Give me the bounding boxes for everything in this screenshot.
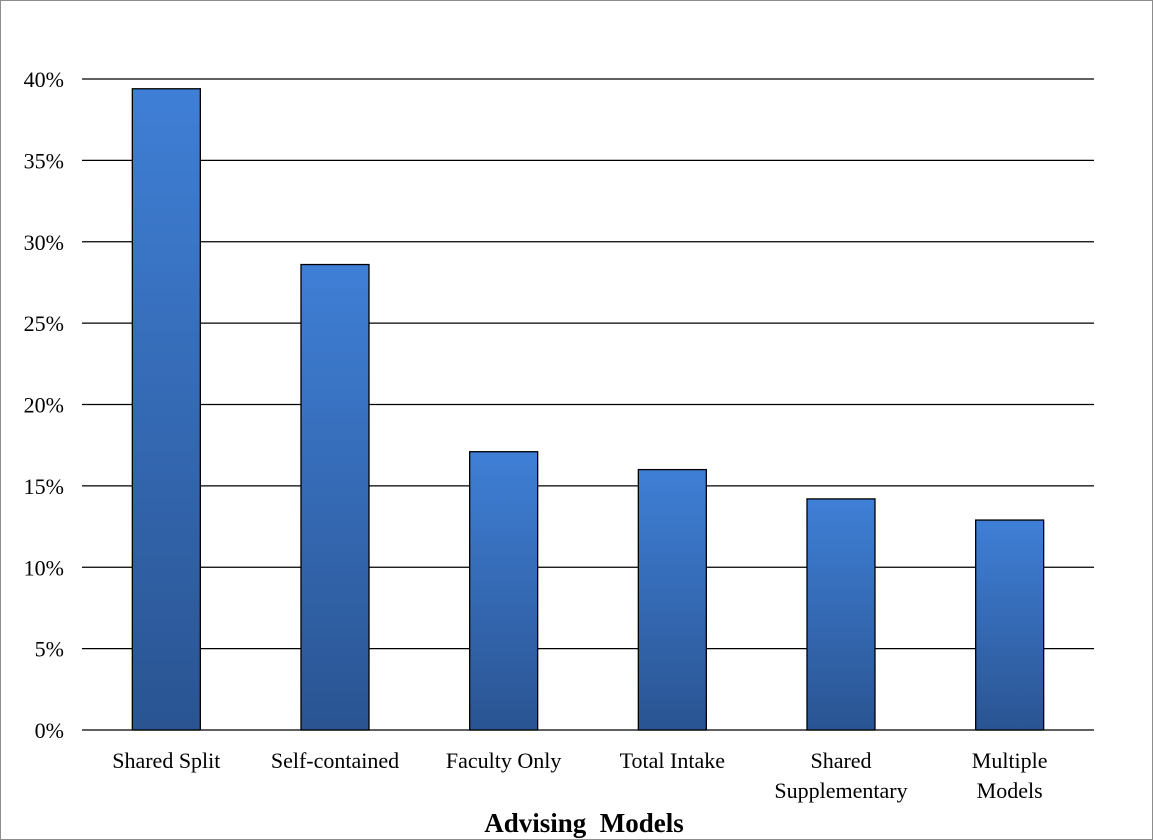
y-tick-label: 20% <box>24 393 64 418</box>
bar <box>975 519 1045 731</box>
gridlines <box>82 78 1094 731</box>
x-category-label: Self-contained <box>271 748 399 773</box>
bar <box>469 451 539 731</box>
y-axis-tick-labels: 0% 5% 10% 15% 20% 25% 30% 35% 40% <box>24 67 64 743</box>
x-axis-title: Advising Models <box>484 808 684 838</box>
y-tick-label: 25% <box>24 311 64 336</box>
x-category-label: Shared Supplementary <box>774 748 907 803</box>
x-category-label: Multiple Models <box>972 748 1048 803</box>
x-category-label: Faculty Only <box>446 748 562 773</box>
bar <box>131 88 201 731</box>
y-tick-label: 15% <box>24 474 64 499</box>
bar <box>637 468 707 731</box>
y-tick-label: 35% <box>24 148 64 173</box>
y-tick-label: 40% <box>24 67 64 92</box>
bar <box>300 263 370 731</box>
y-tick-label: 0% <box>35 718 64 743</box>
bars <box>131 88 1045 731</box>
x-axis-category-labels: Shared Split Self-contained Faculty Only To… <box>112 748 1047 803</box>
y-tick-label: 5% <box>35 637 64 662</box>
y-tick-label: 10% <box>24 555 64 580</box>
x-category-label: Shared Split <box>112 748 220 773</box>
y-tick-label: 30% <box>24 230 64 255</box>
bar <box>806 498 876 731</box>
x-category-label: Total Intake <box>620 748 725 773</box>
